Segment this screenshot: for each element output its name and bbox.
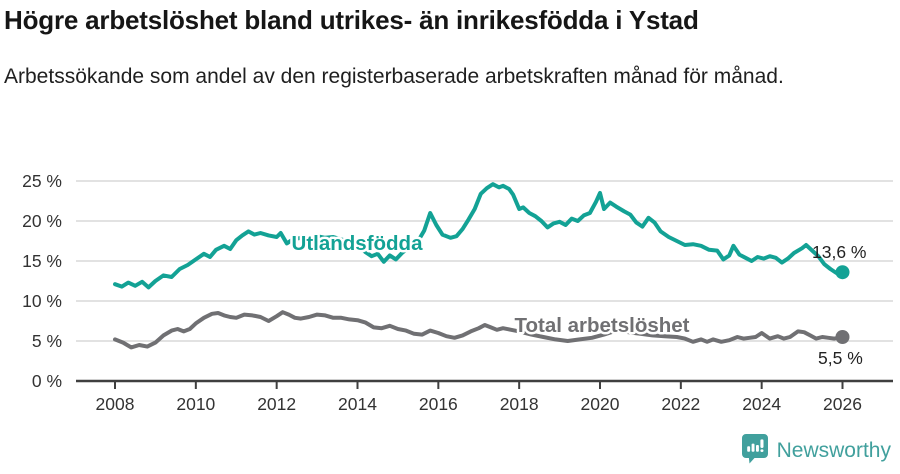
- newsworthy-logo-icon: [741, 433, 769, 469]
- series-label-utlandsfodda: Utlandsfödda: [292, 232, 424, 255]
- y-axis-tick-label: 10 %: [22, 291, 62, 311]
- y-axis-tick-label: 15 %: [22, 251, 62, 271]
- x-axis-tick-label: 2024: [742, 394, 781, 414]
- x-axis-tick-label: 2022: [661, 394, 700, 414]
- series-line-total: [113, 310, 845, 350]
- x-axis-tick-label: 2020: [581, 394, 620, 414]
- x-axis-tick-label: 2010: [176, 394, 215, 414]
- series-end-dot-utlandsfodda: [835, 265, 850, 280]
- x-axis-tick-label: 2018: [500, 394, 539, 414]
- series-end-value-total: 5,5 %: [818, 348, 863, 368]
- series-label-total: Total arbetslöshet: [514, 314, 689, 337]
- x-axis-tick-label: 2014: [338, 394, 377, 414]
- series-end-dot-total: [835, 330, 850, 344]
- x-axis-tick-label: 2008: [96, 394, 135, 414]
- y-axis-tick-label: 25 %: [22, 171, 62, 191]
- footer-branding: Newsworthy: [741, 433, 891, 469]
- y-axis-tick-label: 0 %: [32, 371, 62, 391]
- series-end-value-utlandsfodda: 13,6 %: [812, 242, 866, 262]
- y-axis-tick-label: 20 %: [22, 211, 62, 231]
- x-axis-tick-label: 2026: [823, 394, 862, 414]
- chart-subtitle: Arbetssökande som andel av den registerb…: [4, 65, 784, 88]
- y-axis-tick-label: 5 %: [32, 331, 62, 351]
- x-axis-tick-label: 2016: [419, 394, 458, 414]
- chart-title: Högre arbetslöshet bland utrikes- än inr…: [4, 5, 699, 35]
- series-line-utlandsfodda: [113, 182, 845, 290]
- x-axis-tick-label: 2012: [257, 394, 296, 414]
- brand-name: Newsworthy: [776, 439, 891, 462]
